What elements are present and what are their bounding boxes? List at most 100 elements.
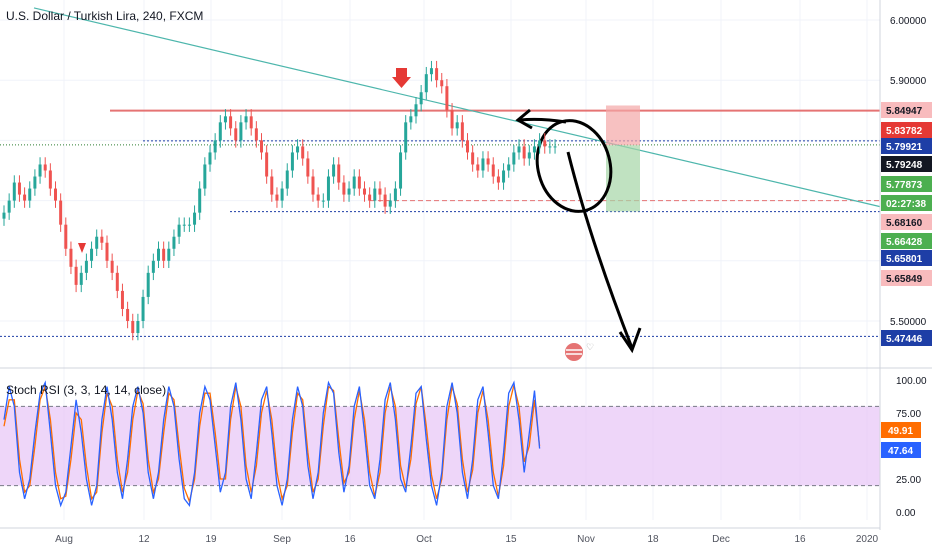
candle-body [234,128,238,141]
price-label: 5.77873 [886,180,923,191]
stoch-value-label: 49.91 [888,426,913,437]
candle-body [285,170,289,189]
price-label-box [881,214,932,230]
candle-body [429,68,433,75]
candle-body [110,260,114,273]
candle-body [332,164,336,177]
price-label-box [881,195,932,211]
candle-body [64,224,68,249]
x-tick-label: 15 [505,534,517,545]
stoch-tick-label: 100.00 [896,376,927,387]
candle-body [260,140,263,153]
candle-body [38,164,42,177]
price-label: 5.65801 [886,254,923,265]
candle-body [496,176,500,183]
candle-body [239,122,243,141]
candle-body [136,321,140,334]
candle-body [54,188,57,201]
candle-body [373,188,377,201]
price-label: 5.66428 [886,237,923,248]
candle-body [316,194,320,201]
candle-body [23,194,27,201]
candle-body [352,176,356,189]
price-label-box [881,250,932,266]
hand-arrow-left-head [515,108,533,130]
x-tick-label: 16 [794,534,806,545]
candle-body [182,224,186,226]
price-label-box [881,156,932,172]
candle-body [17,182,21,195]
x-tick-label: 12 [138,534,150,545]
candle-body [151,260,155,273]
x-tick-label: 18 [647,534,659,545]
candle-body [167,248,171,261]
x-tick-label: Sep [273,534,291,545]
candle-body [172,236,176,249]
candle-body [290,152,294,171]
price-label: 5.79248 [886,160,923,171]
stoch-tick-label: 0.00 [896,508,916,519]
trend-line [33,7,881,208]
main-pane [0,0,880,365]
candle-body [223,116,227,123]
candle-body [306,158,310,177]
candle-body [203,164,207,189]
candle-body [326,176,330,201]
candle-body [409,116,413,123]
stoch-value-label: 47.64 [888,446,913,457]
price-label-box [881,233,932,249]
x-tick-label: Dec [712,534,730,545]
candle-body [296,146,300,153]
candle-body [347,188,351,195]
candle-body [115,272,119,291]
candle-body [440,80,444,87]
price-label-box [881,270,932,286]
candle-body [275,194,279,201]
candle-body [455,122,459,129]
candle-body [414,104,418,117]
y-tick-label: 6.00000 [890,16,927,27]
price-label-box [881,176,932,192]
candle-body [301,146,305,159]
hand-arrow-down-head [618,327,642,354]
price-label: 5.47446 [886,334,923,345]
candle-body [100,236,104,243]
price-label: 02:27:38 [886,199,926,210]
us-flag-stripes [566,349,582,355]
candle-body [193,212,197,225]
candle-body [404,122,408,153]
candle-body [363,188,366,195]
candle-body [517,146,521,153]
candle-body [69,248,73,267]
candlestick-series [2,60,557,341]
indicator-title: Stoch RSI (3, 3, 14, 14, close) [6,383,167,397]
candle-body [460,122,464,141]
price-label-box [881,122,932,138]
event-marker-icon: ♡ [586,342,594,352]
candle-body [419,92,423,105]
candle-body [244,116,248,123]
x-tick-label: 19 [205,534,217,545]
hand-arrow-down [566,151,634,349]
candle-body [12,182,16,201]
candle-body [79,272,83,285]
candle-body [491,164,495,177]
candle-body [548,146,552,148]
candle-body [90,248,94,261]
candle-body [120,290,124,309]
candle-body [177,224,181,237]
candle-body [527,152,531,159]
candle-body [95,236,99,249]
hand-arrow-left [519,117,567,124]
candle-body [157,248,160,261]
candle-body [213,140,217,153]
x-tick-label: 16 [344,534,356,545]
price-label-box [881,330,932,346]
stoch-lines [3,380,541,508]
candle-body [435,68,439,81]
candle-body [43,164,47,171]
candle-body [146,272,150,297]
candle-body [476,164,480,171]
